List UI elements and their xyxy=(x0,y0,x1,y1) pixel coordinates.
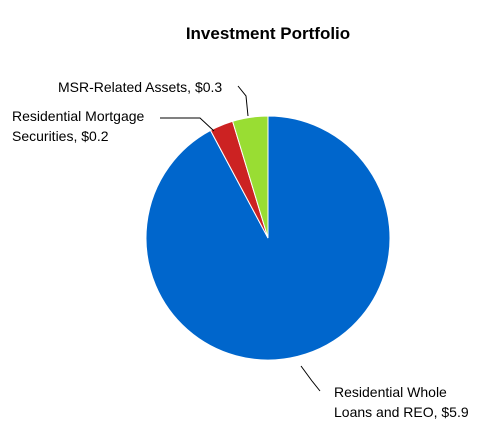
slice-label: Residential Whole xyxy=(334,384,447,400)
slice-label: Securities, $0.2 xyxy=(12,128,109,144)
pie-slices xyxy=(145,115,391,361)
slice-label: Residential Mortgage xyxy=(12,108,145,124)
leader-lines xyxy=(160,85,321,392)
slice-labels: Residential Whole Loans and REO, $5.9 Resi… xyxy=(12,79,469,420)
leader-line xyxy=(160,117,215,132)
pie-slice-msr-related-assets xyxy=(231,115,269,239)
chart-title: Investment Portfolio xyxy=(186,24,350,43)
leader-line xyxy=(300,365,321,392)
slice-label: Loans and REO, $5.9 xyxy=(334,404,469,420)
slice-label: MSR-Related Assets, $0.3 xyxy=(58,79,222,95)
leader-line xyxy=(237,85,249,117)
